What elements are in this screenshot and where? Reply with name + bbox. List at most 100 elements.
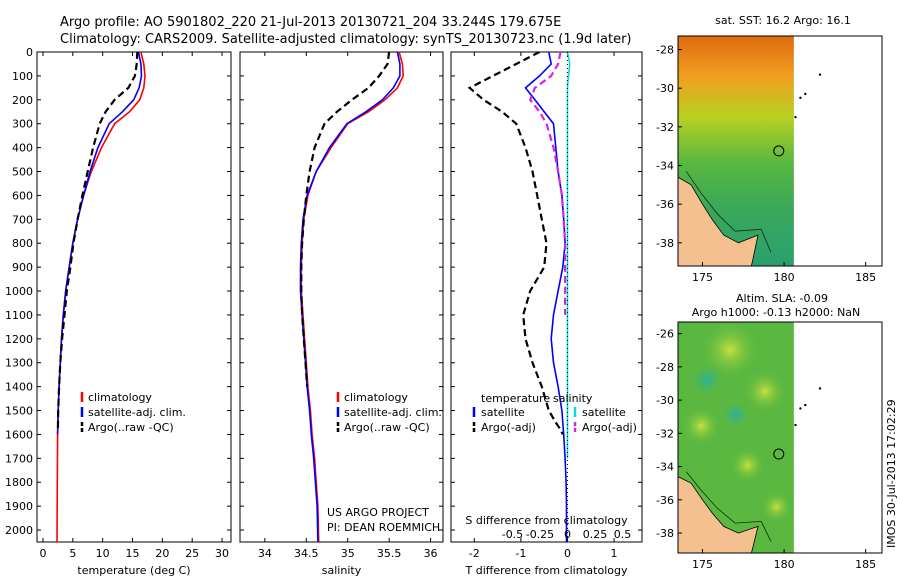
- s-tick-label: 0.5: [614, 528, 632, 541]
- x-tick-label: 36: [424, 547, 438, 560]
- y-tick-label: 1800: [5, 476, 33, 489]
- y-tick-label: 500: [12, 166, 33, 179]
- credit-project: US ARGO PROJECT: [327, 506, 429, 519]
- argo-position-marker: [773, 448, 785, 460]
- x-tick-label: 34: [258, 547, 272, 560]
- y-tick-label: -34: [656, 159, 674, 172]
- x-tick-label: 35: [341, 547, 355, 560]
- y-tick-label: -36: [656, 494, 674, 507]
- legend-label: satellite: [481, 406, 525, 419]
- x-tick-label: 5: [69, 547, 76, 560]
- y-tick-label: 1400: [5, 381, 33, 394]
- x-axis-label: temperature (deg C): [77, 564, 190, 577]
- legend-heading: temperature: [481, 392, 550, 405]
- y-tick-label: -38: [656, 237, 674, 250]
- x-tick-label: 175: [692, 558, 713, 571]
- series-line-climatology: [56, 51, 146, 435]
- y-tick-label: 800: [12, 237, 33, 250]
- y-tick-label: 400: [12, 142, 33, 155]
- y-tick-label: 900: [12, 261, 33, 274]
- series-line-satellite: [524, 51, 568, 542]
- y-tick-label: -30: [656, 394, 674, 407]
- map-title: sat. SST: 16.2 Argo: 16.1: [715, 14, 851, 27]
- series-line-argo-adj-: [528, 51, 567, 315]
- x-tick-label: 10: [96, 547, 110, 560]
- panel-sst-map: 175 180 185 -28 -30 -32 -34 -36 -38 sat. SST: 16.…: [656, 14, 883, 284]
- series-line-climatology: [300, 51, 405, 543]
- y-tick-label: -32: [656, 121, 674, 134]
- header-line-2: Climatology: CARS2009. Satellite-adjuste…: [60, 32, 632, 47]
- island: [794, 423, 797, 427]
- x-tick-label: 30: [215, 547, 229, 560]
- s-tick-label: -0.25: [526, 528, 554, 541]
- panel-difference: -2 -1 0 1 T difference from climatology -0.5-…: [450, 51, 643, 577]
- credit-pi: PI: DEAN ROEMMICH: [327, 521, 440, 534]
- x-tick-label: 175: [692, 271, 713, 284]
- island: [799, 407, 802, 410]
- legend-label: satellite-adj. clim.: [344, 406, 442, 419]
- sla-low-blob: [688, 361, 725, 398]
- y-tick-label: -34: [656, 461, 674, 474]
- depth-contour: [685, 471, 772, 542]
- legend-label: Argo(-adj): [481, 421, 536, 434]
- panel-salinity: 34 34.5 35 35.5 36 salinity climatology satelli…: [239, 51, 444, 577]
- timestamp: IMOS 30-Jul-2013 17:02:29: [885, 399, 898, 548]
- x-tick-label: 0: [39, 547, 46, 560]
- plot-frame: [36, 51, 232, 543]
- s-tick-label: 0.25: [583, 528, 608, 541]
- legend-label: Argo(-adj): [582, 421, 637, 434]
- series-line-argo-adj-: [467, 51, 564, 435]
- y-tick-label: 0: [26, 46, 33, 59]
- x-tick-label: 25: [185, 547, 199, 560]
- y-tick-label: 700: [12, 213, 33, 226]
- x-tick-label: 0: [564, 547, 571, 560]
- x-tick-label: -1: [515, 547, 526, 560]
- sla-low-blob: [719, 398, 752, 431]
- series-line-satellite: [566, 51, 571, 459]
- panel-temperature: 0 5 10 15 20 25 300100200300400500600700800900…: [5, 46, 232, 577]
- map-frame: [677, 35, 883, 267]
- panel-sla-map: 175 180 185 -26 -28 -30 -32 -34 -36 -38 Altim. SLA…: [656, 292, 883, 571]
- y-tick-label: 1000: [5, 285, 33, 298]
- map-frame: [677, 321, 883, 554]
- depth-contour: [685, 171, 772, 253]
- x-axis-label: salinity: [322, 564, 362, 577]
- x-tick-label: 180: [774, 271, 795, 284]
- y-tick-label: -28: [656, 44, 674, 57]
- island: [818, 387, 822, 390]
- y-tick-label: -38: [656, 527, 674, 540]
- sla-high-blob: [760, 490, 793, 523]
- x-tick-label: 180: [774, 558, 795, 571]
- y-tick-label: 1200: [5, 333, 33, 346]
- s-tick-label: 0: [564, 528, 571, 541]
- legend-label: climatology: [88, 391, 152, 404]
- x-tick-label: -2: [469, 547, 480, 560]
- x-tick-label: 35.5: [377, 547, 402, 560]
- series-line-argo-raw-qc-: [56, 51, 139, 430]
- sla-high-blob: [681, 405, 722, 446]
- y-tick-label: 2000: [5, 524, 33, 537]
- s-tick-label: -0.5: [502, 528, 523, 541]
- island: [818, 73, 822, 76]
- series-line-satellite-adj-clim-: [56, 51, 143, 435]
- legend-label: satellite: [582, 406, 626, 419]
- map-subtitle: Argo h1000: -0.13 h2000: NaN: [692, 306, 861, 319]
- island: [804, 403, 807, 407]
- y-tick-label: 1500: [5, 405, 33, 418]
- legend-label: satellite-adj. clim.: [88, 406, 186, 419]
- sla-high-blob: [742, 369, 787, 414]
- legend-label: Argo(..raw -QC): [344, 421, 430, 434]
- legend-heading: salinity: [553, 392, 593, 405]
- series-line-deep-climatology: [56, 434, 59, 543]
- y-tick-label: 600: [12, 189, 33, 202]
- island: [804, 92, 807, 96]
- y-tick-label: -32: [656, 427, 674, 440]
- y-tick-label: 200: [12, 94, 33, 107]
- y-tick-label: -30: [656, 82, 674, 95]
- legend-label: Argo(..raw -QC): [88, 421, 174, 434]
- y-tick-label: 300: [12, 118, 33, 131]
- island: [794, 115, 797, 119]
- map-title: Altim. SLA: -0.09: [736, 292, 828, 305]
- legend-label: climatology: [344, 391, 408, 404]
